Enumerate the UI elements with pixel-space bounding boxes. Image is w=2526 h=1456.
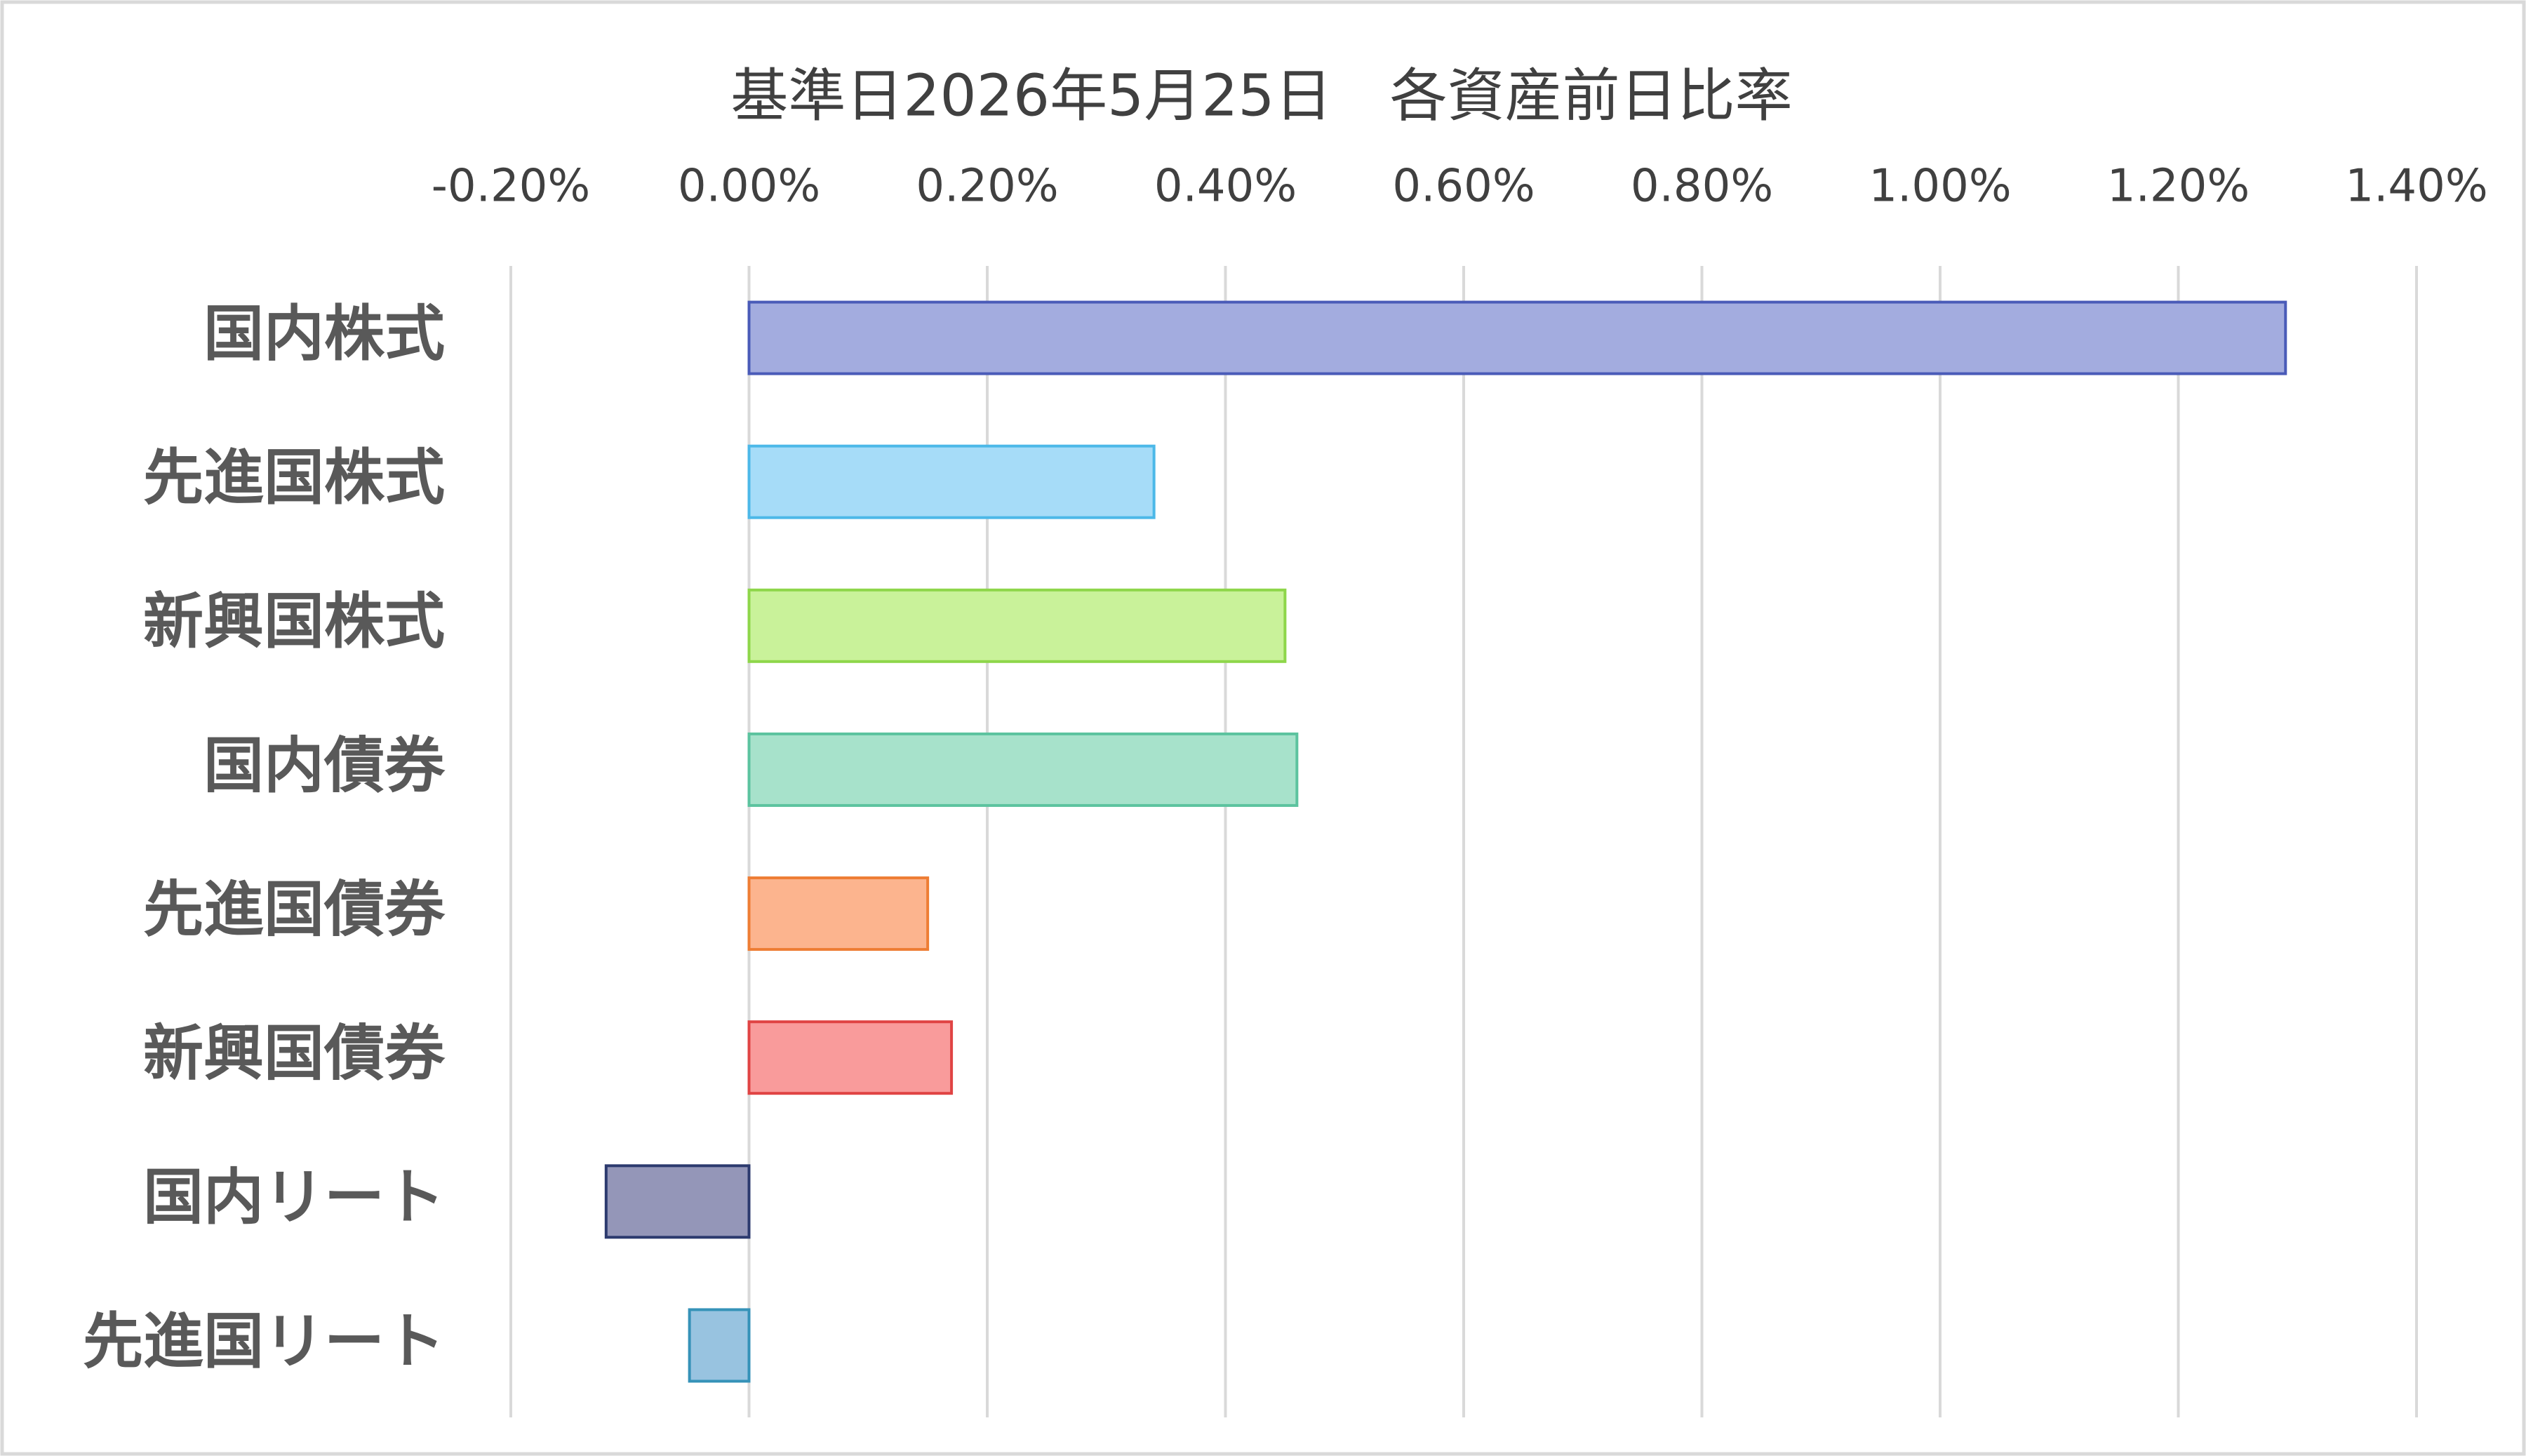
y-tick-label: 先進国株式	[143, 443, 445, 513]
x-tick-label: 0.00%	[678, 161, 820, 213]
bar	[688, 1308, 751, 1383]
y-tick-label: 先進国債券	[143, 874, 446, 944]
y-tick-label: 先進国リート	[83, 1307, 445, 1377]
bar	[747, 300, 2287, 375]
x-tick-label: 1.20%	[2107, 161, 2250, 213]
y-tick-label: 国内株式	[203, 299, 445, 369]
bar	[747, 588, 1287, 663]
x-tick-label: 1.40%	[2345, 161, 2487, 213]
bar	[747, 444, 1156, 519]
chart-title: 基準日2026年5月25日 各資産前日比率	[730, 62, 1792, 129]
y-tick-label: 国内リート	[143, 1163, 445, 1233]
y-tick-label: 国内債券	[203, 730, 446, 801]
bar	[747, 876, 930, 951]
x-tick-label: 1.00%	[1869, 161, 2011, 213]
x-tick-label: 0.40%	[1154, 161, 1297, 213]
bar	[747, 732, 1299, 807]
y-tick-label: 新興国株式	[143, 587, 445, 657]
x-tick-label: -0.20%	[432, 161, 590, 213]
bar	[747, 1020, 954, 1095]
x-tick-label: 0.60%	[1392, 161, 1535, 213]
bar	[604, 1164, 751, 1239]
x-tick-label: 0.20%	[916, 161, 1058, 213]
y-tick-label: 新興国債券	[143, 1019, 446, 1089]
x-tick-label: 0.80%	[1631, 161, 1773, 213]
